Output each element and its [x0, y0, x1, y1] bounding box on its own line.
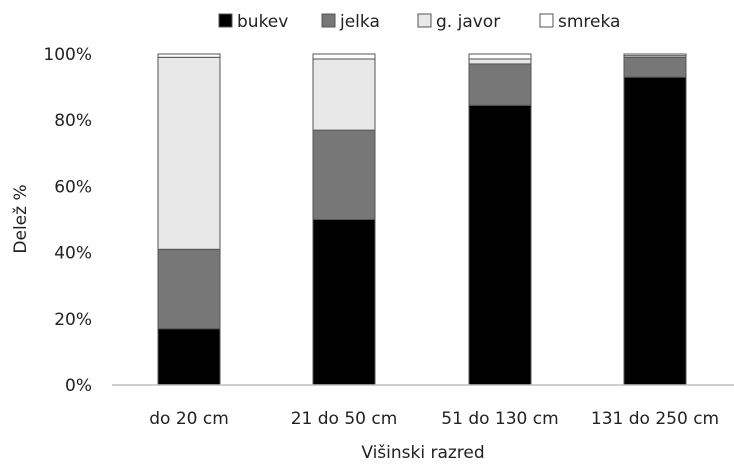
y-tick-label: 40%: [54, 244, 92, 264]
legend-swatch: [539, 13, 554, 28]
x-tick-label: 21 do 50 cm: [291, 409, 398, 429]
y-tick-label: 60%: [54, 177, 92, 197]
bar-segment-smreka: [312, 53, 376, 60]
bar-segment-jelka: [468, 63, 532, 106]
bar-segment-gjavor: [468, 58, 532, 65]
y-tick-label: 0%: [65, 376, 92, 396]
legend-swatch: [417, 13, 432, 28]
bar-segment-smreka: [623, 53, 687, 57]
bar-segment-jelka: [623, 56, 687, 78]
bar-segment-bukev: [157, 328, 221, 386]
x-axis-title: Višinski razred: [361, 443, 484, 463]
x-axis-ticks: do 20 cm 21 do 50 cm 51 do 130 cm 131 do 25…: [149, 409, 719, 429]
legend-label: g. javor: [436, 12, 500, 32]
bar-segment-jelka: [312, 129, 376, 221]
x-tick-label: 51 do 130 cm: [441, 409, 558, 429]
bar-segment-jelka: [157, 248, 221, 330]
x-tick-label: do 20 cm: [149, 409, 229, 429]
y-axis-title: Delež %: [11, 184, 31, 253]
legend-label: jelka: [339, 12, 380, 32]
legend-swatch: [321, 13, 336, 28]
bar-segment-gjavor: [157, 56, 221, 250]
bar-segment-bukev: [623, 76, 687, 386]
bar-segment-bukev: [312, 219, 376, 386]
legend: bukev jelka g. javor smreka: [218, 12, 620, 32]
y-tick-label: 100%: [43, 45, 92, 65]
legend-label: bukev: [237, 12, 288, 32]
y-axis-ticks: 0% 20% 40% 60% 80% 100%: [43, 45, 92, 396]
bar-segment-smreka: [157, 53, 221, 58]
legend-swatch: [218, 13, 233, 28]
y-tick-label: 80%: [54, 111, 92, 131]
x-tick-label: 131 do 250 cm: [591, 409, 719, 429]
y-tick-label: 20%: [54, 310, 92, 330]
bar-segment-smreka: [468, 53, 532, 60]
bar-segment-gjavor: [312, 58, 376, 131]
legend-label: smreka: [558, 12, 620, 32]
bars: [157, 53, 687, 386]
bar-segment-bukev: [468, 104, 532, 386]
